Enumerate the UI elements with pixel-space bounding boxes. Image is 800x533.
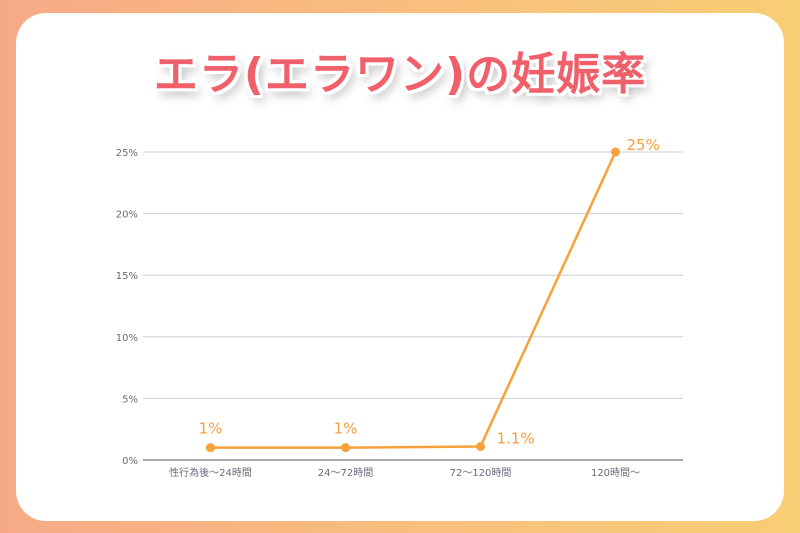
data-label: 1% [199,420,223,438]
x-tick-label: 24〜72時間 [318,467,373,479]
page-title: エラ(エラワン)の妊娠率 [153,49,647,100]
series-line [210,151,617,449]
x-tick-label: 性行為後〜24時間 [169,466,252,479]
y-tick-label: 5% [122,394,138,405]
y-tick-label: 10% [116,333,138,344]
y-tick-label: 0% [122,456,138,467]
data-label: 1.1% [497,429,535,447]
y-tick-label: 25% [116,148,138,159]
chart-card [16,13,784,521]
y-tick-label: 20% [116,210,138,221]
x-tick-label: 120時間〜 [591,467,640,479]
data-point [611,147,620,157]
data-label: 1% [334,420,358,438]
data-point [341,443,350,453]
y-tick-label: 15% [116,271,138,282]
data-point [206,443,215,453]
x-tick-label: 72〜120時間 [450,467,512,479]
data-label: 25% [627,136,660,154]
data-point [476,441,485,451]
